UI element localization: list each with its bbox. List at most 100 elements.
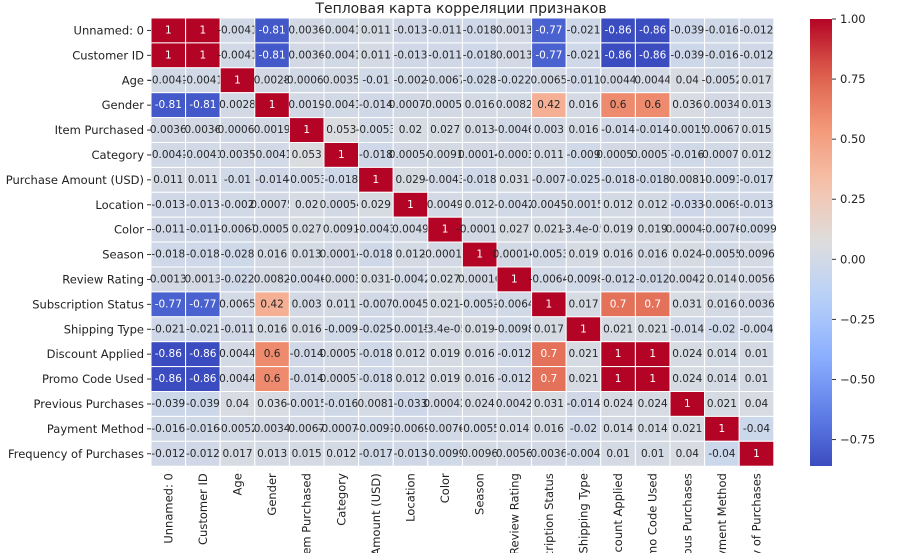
cell-value-label: 0.7 xyxy=(644,298,661,310)
heatmap-cell xyxy=(427,391,463,417)
heatmap-cell xyxy=(427,166,463,193)
cell-value-label: 0.031 xyxy=(672,298,702,310)
cell-value-label: -0.0015 xyxy=(667,124,708,136)
heatmap-cell xyxy=(323,366,360,393)
y-tick-label: Customer ID xyxy=(72,48,144,62)
cell-value-label: 0.017 xyxy=(568,298,598,310)
cell-value-label: 0.0056 xyxy=(496,448,533,460)
cell-value-label: -0.039 xyxy=(151,398,185,410)
cell-value-label: -0.014 xyxy=(601,124,635,136)
heatmap-cell xyxy=(358,440,394,467)
cell-value-label: -0.018 xyxy=(601,174,635,186)
y-tick-label: Gender xyxy=(102,98,145,112)
x-tick-label: Frequency of Purchases xyxy=(750,473,764,553)
cell-value-label: -0.014 xyxy=(670,323,704,335)
cell-value-label: 0.015 xyxy=(741,124,771,136)
cell-value-label: 0.017 xyxy=(534,323,564,335)
cell-value-label: 0.0082 xyxy=(254,273,291,285)
cell-value-label: -0.86 xyxy=(189,373,216,385)
cell-value-label: -0.0067 xyxy=(217,224,258,236)
heatmap-cell xyxy=(185,166,221,193)
heatmap-cell xyxy=(496,191,533,218)
cell-value-label: -0.014 xyxy=(290,373,324,385)
cell-value-label: -0.0099 xyxy=(736,224,777,236)
y-tick-label: Purchase Amount (USD) xyxy=(6,173,144,187)
cell-value-label: 0.021 xyxy=(568,373,598,385)
cell-value-label: 0.00054 xyxy=(389,149,433,161)
cell-value-label: -0.021 xyxy=(567,49,601,61)
cell-value-label: 0.7 xyxy=(541,348,558,360)
cell-value-label: 0.0044 xyxy=(219,373,256,385)
colorbar-tick-label: 0.75 xyxy=(840,72,866,86)
cell-value-label: 0.0082 xyxy=(496,99,533,111)
x-tick-label: Review Rating xyxy=(507,473,521,553)
cell-value-label: -0.014 xyxy=(567,398,601,410)
cell-value-label: 0.017 xyxy=(222,448,252,460)
heatmap-cell xyxy=(738,216,775,243)
heatmap-cell xyxy=(150,191,187,218)
cell-value-label: 0.031 xyxy=(534,398,564,410)
cell-value-label: 0.011 xyxy=(361,24,391,36)
cell-value-label: -0.0052 xyxy=(702,74,743,86)
cell-value-label: 0.014 xyxy=(707,373,737,385)
cell-value-label: -0.018 xyxy=(186,249,220,261)
cell-value-label: 0.011 xyxy=(188,174,218,186)
cell-value-label: 0.031 xyxy=(499,174,529,186)
heatmap-cell xyxy=(427,366,463,393)
y-tick-label: Payment Method xyxy=(47,422,144,436)
cell-value-label: 0.016 xyxy=(292,323,322,335)
cell-value-label: 0.00014 xyxy=(320,249,364,261)
cell-value-label: 0.027 xyxy=(292,224,322,236)
cell-value-label: -0.86 xyxy=(639,24,666,36)
cell-value-label: -0.0091 xyxy=(356,423,397,435)
heatmap-cell xyxy=(531,142,567,168)
cell-value-label: -0.014 xyxy=(255,174,289,186)
cell-value-label: -0.016 xyxy=(151,423,185,435)
cell-value-label: -0.012 xyxy=(740,49,774,61)
heatmap-cell xyxy=(185,42,221,69)
cell-value-label: -0.0041 xyxy=(321,99,362,111)
cell-value-label: 0.0036 xyxy=(738,298,775,310)
x-tick-label: Customer ID xyxy=(196,473,210,545)
cell-value-label: 0.003 xyxy=(534,124,564,136)
cell-value-label: -0.002 xyxy=(221,199,255,211)
heatmap-cell xyxy=(531,291,567,318)
cell-value-label: 0.036 xyxy=(257,398,287,410)
colorbar-tick-label: −0.50 xyxy=(840,372,875,386)
cell-value-label: 0.0044 xyxy=(634,74,671,86)
heatmap-cell xyxy=(219,166,256,193)
heatmap-cell xyxy=(704,67,740,94)
cell-value-label: -0.0069 xyxy=(702,199,743,211)
cell-value-label: -0.021 xyxy=(186,323,220,335)
cell-value-label: 0.053 xyxy=(326,124,356,136)
cell-value-label: 0.7 xyxy=(610,298,627,310)
heatmap-cell xyxy=(634,117,671,143)
heatmap-cell xyxy=(288,42,325,69)
heatmap-cell xyxy=(150,67,187,94)
heatmap-cell xyxy=(738,291,775,318)
heatmap-cell xyxy=(704,191,740,218)
cell-value-label: -0.00064 xyxy=(283,74,331,86)
cell-value-label: -0.018 xyxy=(324,174,358,186)
cell-value-label: 0.013 xyxy=(257,448,287,460)
heatmap-cell xyxy=(496,67,533,94)
heatmap-cell xyxy=(531,191,567,218)
cell-value-label: 0.013 xyxy=(292,249,322,261)
cell-value-label: -0.81 xyxy=(259,49,286,61)
cell-value-label: -0.0041 xyxy=(148,149,189,161)
cell-value-label: 0.016 xyxy=(465,348,495,360)
cell-value-label: 0.019 xyxy=(638,224,668,236)
heatmap-cell xyxy=(600,92,636,119)
cell-value-label: -0.0055 xyxy=(702,249,743,261)
cell-value-label: 0.6 xyxy=(610,99,627,111)
heatmap-cell xyxy=(254,117,290,143)
cell-value-label: 0.0065 xyxy=(219,298,256,310)
heatmap-cell xyxy=(288,142,325,168)
cell-value-label: -0.77 xyxy=(155,298,182,310)
cell-value-label: -0.018 xyxy=(463,49,497,61)
y-tick-label: Discount Applied xyxy=(47,347,144,361)
cell-value-label: -0.007 xyxy=(532,174,566,186)
heatmap-cell xyxy=(288,291,325,318)
heatmap-cell xyxy=(323,17,360,44)
heatmap-cell xyxy=(427,67,463,94)
